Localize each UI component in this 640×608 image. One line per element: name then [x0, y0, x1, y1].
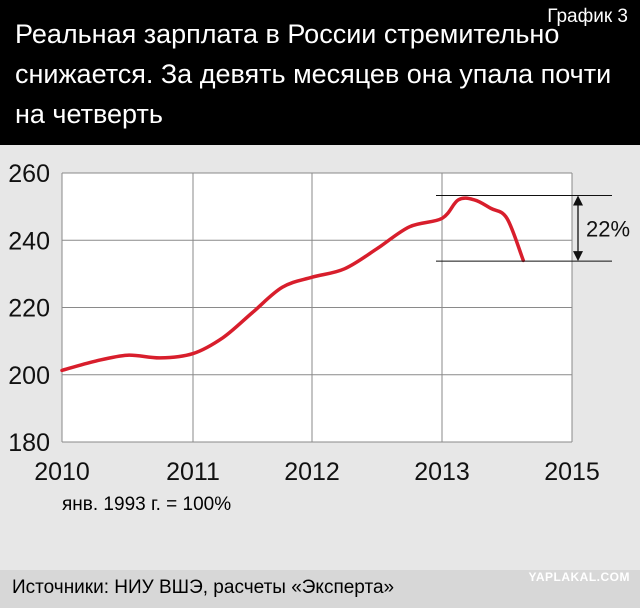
watermark-logo: YAPLAKAL.COM [528, 570, 630, 584]
y-tick-label: 260 [8, 160, 50, 188]
x-tick-label: 2010 [34, 458, 90, 486]
annotation-label: 22% [586, 216, 630, 241]
line-chart: 180 200 220 240 260 2010 2011 2012 2013 2015 22% [8, 160, 630, 486]
chart-number-badge: График 3 [547, 6, 628, 27]
y-tick-label: 180 [8, 429, 50, 457]
annotation-arrow-up-head [573, 195, 583, 206]
x-tick-label: 2013 [414, 458, 470, 486]
x-tick-label: 2012 [284, 458, 340, 486]
base-note: янв. 1993 г. = 100% [62, 494, 232, 515]
y-tick-label: 200 [8, 362, 50, 390]
y-tick-label: 240 [8, 227, 50, 255]
y-tick-label: 220 [8, 295, 50, 323]
x-tick-label: 2011 [166, 458, 220, 486]
chart-header: Реальная зарплата в России стремительно … [0, 0, 640, 145]
x-tick-label: 2015 [544, 458, 600, 486]
wage-series-line [60, 196, 526, 373]
annotation-arrow-down-head [573, 251, 583, 262]
chart-title: Реальная зарплата в России стремительно … [15, 19, 612, 129]
source-bar: Источники: НИУ ВШЭ, расчеты «Эксперта» Y… [0, 570, 640, 608]
source-note: Источники: НИУ ВШЭ, расчеты «Эксперта» [12, 577, 395, 598]
